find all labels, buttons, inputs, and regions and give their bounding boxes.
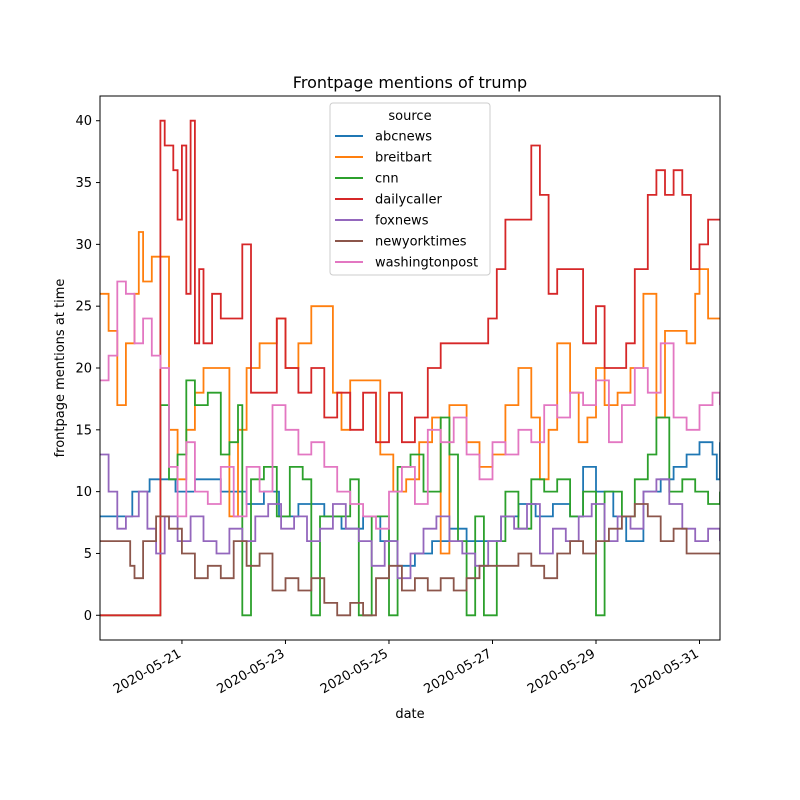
y-tick-label: 20 bbox=[75, 362, 92, 377]
legend-box bbox=[329, 102, 491, 276]
series-line-newyorktimes bbox=[100, 503, 720, 617]
y-tick-label: 10 bbox=[75, 485, 92, 500]
legend-label-newyorktimes: newyorktimes bbox=[375, 235, 467, 250]
legend-label-washingtonpost: washingtonpost bbox=[375, 256, 478, 271]
series-line-washingtonpost bbox=[100, 280, 720, 530]
legend-label-cnn: cnn bbox=[375, 172, 399, 187]
y-tick-label: 30 bbox=[75, 238, 92, 253]
y-tick-label: 5 bbox=[84, 547, 92, 562]
legend: source abcnews breitbart cnn dailycaller foxn… bbox=[329, 102, 491, 276]
series-line-dailycaller bbox=[100, 119, 720, 617]
legend-label-dailycaller: dailycaller bbox=[375, 193, 442, 208]
y-tick-label: 40 bbox=[75, 114, 92, 129]
series-line-foxnews bbox=[100, 453, 720, 580]
series-line-cnn bbox=[100, 379, 720, 617]
y-tick-label: 25 bbox=[75, 300, 92, 315]
legend-title: source bbox=[388, 109, 431, 124]
y-tick-label: 0 bbox=[84, 609, 92, 624]
x-axis-label: date bbox=[395, 707, 424, 722]
chart-title: Frontpage mentions of trump bbox=[293, 73, 527, 92]
y-tick-label: 15 bbox=[75, 423, 92, 438]
y-axis-label: frontpage mentions at time bbox=[53, 279, 68, 458]
y-tick-label: 35 bbox=[75, 176, 92, 191]
legend-label-breitbart: breitbart bbox=[375, 151, 432, 166]
legend-label-abcnews: abcnews bbox=[375, 130, 432, 145]
series-layer bbox=[100, 119, 720, 617]
legend-label-foxnews: foxnews bbox=[375, 214, 429, 229]
